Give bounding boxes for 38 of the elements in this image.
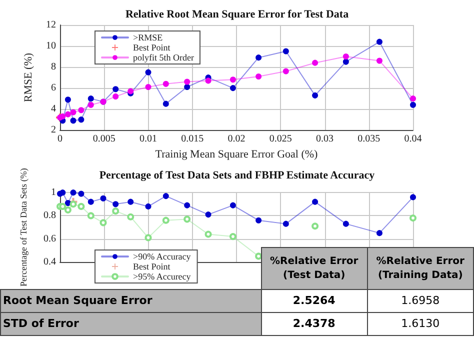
category-label: Root Mean Square Error	[3, 294, 152, 307]
x-tick-label: 0.015	[181, 134, 204, 145]
legend-label: Best Point	[133, 42, 171, 52]
x-tick-label: 0.025	[269, 134, 292, 145]
x-tick-label: 0.005	[92, 134, 116, 145]
y-tick-label: 1	[51, 187, 56, 198]
y-tick-label: 0.8	[44, 210, 56, 222]
y-tick-label: 0.6	[44, 233, 56, 244]
x-tick-label: 0.03	[316, 134, 334, 145]
category-label: STD of Error	[3, 317, 79, 330]
y-tick-label: 0.4	[44, 256, 56, 268]
x-tick-label: 0.01	[140, 134, 157, 145]
y-tick-label: 2	[51, 124, 56, 136]
x-tick-label: 0.035	[358, 134, 380, 145]
y-tick-label: 6	[51, 82, 56, 94]
x-tick-label: 0	[58, 134, 62, 145]
text: 1.6130	[401, 317, 440, 330]
text: 2.4378	[292, 317, 336, 330]
x-axis-title: Trainig Mean Square Error Goal (%)	[155, 148, 318, 160]
text: 1.6958	[401, 294, 440, 307]
y-axis-title: Percentage of Test Data Sets (%)	[18, 168, 28, 286]
text: 2.5264	[292, 294, 336, 307]
y-tick-label: 10	[46, 40, 56, 52]
chart-title: Percentage of Test Data Sets and FBHP Estimate Accuracy	[99, 170, 376, 182]
legend-label: >95% Accurecy	[133, 272, 192, 282]
category-label: %Relative Error (Training Data)	[367, 248, 474, 290]
chart-title: Relative Root Mean Square Error for Test Data	[125, 8, 350, 20]
y-tick-label: 4	[51, 104, 56, 115]
category-label: %Relative Error (Test Data)	[261, 248, 368, 290]
legend-label: polyfit 5th Order	[133, 52, 194, 62]
x-tick-label: 0.04	[404, 134, 422, 145]
legend-label: >RMSE	[133, 32, 164, 42]
legend-label: >90% Accuracy	[133, 252, 192, 262]
y-axis-title: RMSE (%)	[22, 52, 34, 102]
x-tick-label: 0.02	[228, 134, 246, 145]
y-tick-label: 8	[51, 62, 56, 73]
legend-label: Best Point	[133, 262, 171, 272]
y-tick-label: 12	[46, 20, 56, 30]
